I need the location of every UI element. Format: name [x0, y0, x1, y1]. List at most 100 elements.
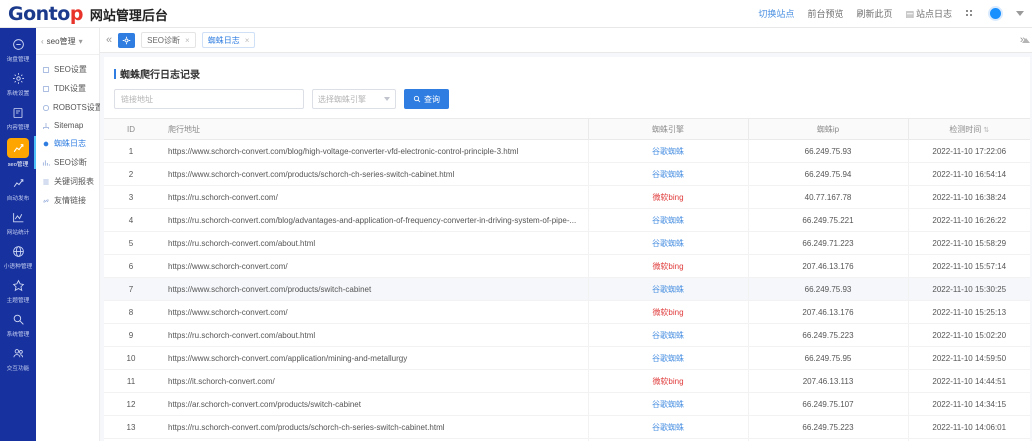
sidebar-item-sysmanage[interactable]: 系统管理 — [0, 307, 36, 341]
table-row[interactable]: 2 https://www.schorch-convert.com/product… — [104, 162, 1030, 186]
list-icon — [42, 178, 51, 186]
cell-engine-text: 谷歌蜘蛛 — [652, 422, 684, 432]
sidebar-item-spider-log[interactable]: 蜘蛛日志 — [36, 134, 99, 153]
cell-time: 2022-11-10 14:34:15 — [908, 392, 1030, 416]
sidebar-label: 网站统计 — [6, 230, 30, 236]
cell-id: 8 — [104, 300, 158, 324]
cell-engine: 谷歌蜘蛛 — [588, 277, 749, 301]
table-row[interactable]: 1 https://www.schorch-convert.com/blog/hi… — [104, 139, 1030, 163]
grid-icon[interactable] — [965, 9, 975, 19]
cell-time: 2022-11-10 14:59:50 — [908, 346, 1030, 370]
table-row[interactable]: 11 https://it.schorch-convert.com/微软bing 2… — [104, 369, 1030, 393]
cell-url: https://www.schorch-convert.com/products… — [158, 277, 589, 301]
scroll-up-caret[interactable] — [1022, 38, 1030, 43]
switch-site-link[interactable]: 切换站点 — [758, 9, 795, 19]
cell-ip: 66.249.75.94 — [748, 162, 909, 186]
cell-ip: 40.77.167.78 — [748, 185, 909, 209]
close-icon[interactable]: × — [185, 35, 190, 45]
table-row[interactable]: 13 https://ru.schorch-convert.com/product… — [104, 415, 1030, 439]
sidebar-item-seo-diagnose[interactable]: SEO诊断 — [36, 153, 99, 172]
sidebar-item-theme[interactable]: 主题管理 — [0, 273, 36, 307]
table-row[interactable]: 3 https://ru.schorch-convert.com/微软bing 40… — [104, 185, 1030, 209]
table-row[interactable]: 12 https://ar.schorch-convert.com/product… — [104, 392, 1030, 416]
home-tab-button[interactable] — [118, 32, 136, 48]
sidebar-item-keyword-report[interactable]: 关键词报表 — [36, 172, 99, 191]
search-icon — [413, 95, 421, 103]
sort-icon[interactable]: ⇅ — [983, 126, 990, 134]
sidebar-item-seo[interactable]: seo管理 — [0, 134, 36, 171]
column-header-time[interactable]: 检测时间 ⇅ — [908, 118, 1030, 140]
tab-label: SEO诊断 — [147, 35, 181, 45]
search-button[interactable]: 查询 — [404, 89, 449, 109]
sidebar-item-content[interactable]: 内容管理 — [0, 100, 36, 134]
tab-strip: « SEO诊断 × 蜘蛛日志 × » — [100, 28, 1032, 53]
settings-icon — [42, 66, 51, 74]
cell-engine: 微软bing — [588, 300, 749, 324]
diagnose-icon — [42, 159, 51, 167]
site-log-link[interactable]: ▤ 站点日志 — [905, 7, 952, 20]
avatar[interactable] — [988, 6, 1003, 21]
sidebar-item-interaction[interactable]: 交互功能 — [0, 341, 36, 375]
cell-engine-text: 微软bing — [652, 261, 684, 271]
column-header-url[interactable]: 爬行地址 — [158, 118, 589, 140]
engine-select[interactable]: 选择蜘蛛引擎 — [312, 89, 396, 109]
refresh-page-link[interactable]: 刷新此页 — [856, 9, 893, 19]
column-header-id[interactable]: ID — [104, 118, 158, 140]
secondary-sidebar: ‹ seo管理 ▾ SEO设置 TDK设置 ROBOTS设置 — [36, 28, 103, 441]
chevron-left-icon: ‹ — [41, 37, 44, 46]
tools-icon — [0, 311, 36, 328]
sidebar-item-stats[interactable]: 网站统计 — [0, 205, 36, 239]
logo-part-2: p — [69, 2, 84, 25]
column-header-ip[interactable]: 蜘蛛ip — [748, 118, 909, 140]
table-row[interactable]: 10 https://www.schorch-convert.com/applic… — [104, 346, 1030, 370]
table-row[interactable]: 8 https://www.schorch-convert.com/微软bing 2… — [104, 300, 1030, 324]
table-row[interactable]: 7 https://www.schorch-convert.com/product… — [104, 277, 1030, 301]
sidebar-item-languages[interactable]: 小语种管理 — [0, 239, 36, 273]
chevron-down-icon[interactable] — [1016, 11, 1024, 16]
column-header-engine[interactable]: 蜘蛛引擎 — [588, 118, 749, 140]
cell-engine-text: 谷歌蜘蛛 — [652, 284, 684, 294]
title-accent-bar — [114, 68, 116, 79]
table-head: ID 爬行地址 蜘蛛引擎 蜘蛛ip 检测时间 ⇅ — [104, 118, 1030, 140]
primary-sidebar: 询盘管理 系统设置 内容管理 seo管理 自动发布 网站统计 — [0, 28, 36, 441]
cell-engine: 谷歌蜘蛛 — [588, 346, 749, 370]
cell-ip: 66.249.75.223 — [748, 323, 909, 347]
gear-icon — [0, 70, 36, 87]
sidebar-item-tdk-settings[interactable]: TDK设置 — [36, 79, 99, 98]
cell-engine: 谷歌蜘蛛 — [588, 139, 749, 163]
tab-seo-diagnose[interactable]: SEO诊断 × — [141, 32, 196, 48]
sidebar-item-inquiry[interactable]: 询盘管理 — [0, 32, 36, 66]
table-row[interactable]: 14https://ru.schorch-convert.com/tag-9.h… — [104, 438, 1030, 441]
cell-url: https://ru.schorch-convert.com/about.htm… — [158, 323, 589, 347]
sidebar-item-label: ROBOTS设置 — [53, 103, 103, 112]
table-row[interactable]: 5 https://ru.schorch-convert.com/about.ht… — [104, 231, 1030, 255]
panel-title-text: 蜘蛛爬行日志记录 — [120, 70, 200, 81]
sidebar-item-system-settings[interactable]: 系统设置 — [0, 66, 36, 100]
theme-icon — [0, 277, 36, 294]
cell-time: 2022-11-10 16:26:22 — [908, 208, 1030, 232]
tab-spider-log[interactable]: 蜘蛛日志 × — [201, 32, 256, 48]
cell-ip: 207.46.13.113 — [748, 369, 909, 393]
double-chevron-left-icon[interactable]: « — [106, 34, 113, 46]
sidebar-item-sitemap[interactable]: Sitemap — [36, 117, 99, 134]
url-search-input[interactable] — [114, 89, 304, 109]
table-row[interactable]: 6 https://www.schorch-convert.com/微软bing 2… — [104, 254, 1030, 278]
sidebar-item-robots-settings[interactable]: ROBOTS设置 — [36, 98, 103, 117]
table-row[interactable]: 9 https://ru.schorch-convert.com/about.ht… — [104, 323, 1030, 347]
sidebar-item-friendly-link[interactable]: 友情链接 — [36, 191, 99, 210]
close-icon[interactable]: × — [244, 35, 250, 45]
publish-icon — [0, 175, 36, 192]
preview-site-link[interactable]: 前台预览 — [807, 9, 844, 19]
cell-id: 9 — [104, 323, 158, 347]
sidebar-item-auto-publish[interactable]: 自动发布 — [0, 171, 36, 205]
cell-time: 2022-11-10 15:02:20 — [908, 323, 1030, 347]
table-row[interactable]: 4 https://ru.schorch-convert.com/blog/adv… — [104, 208, 1030, 232]
cell-id: 13 — [104, 415, 158, 439]
chevron-down-icon: ▾ — [78, 37, 83, 46]
sidebar-label: 小语种管理 — [3, 264, 33, 270]
secondary-sidebar-header[interactable]: ‹ seo管理 ▾ — [36, 33, 99, 55]
sidebar-item-seo-settings[interactable]: SEO设置 — [36, 60, 99, 79]
content-column: « SEO诊断 × 蜘蛛日志 × » 蜘蛛爬行日志记录 — [100, 28, 1032, 441]
table-container[interactable]: ID 爬行地址 蜘蛛引擎 蜘蛛ip 检测时间 ⇅ 1 https://www.sch… — [104, 118, 1030, 441]
